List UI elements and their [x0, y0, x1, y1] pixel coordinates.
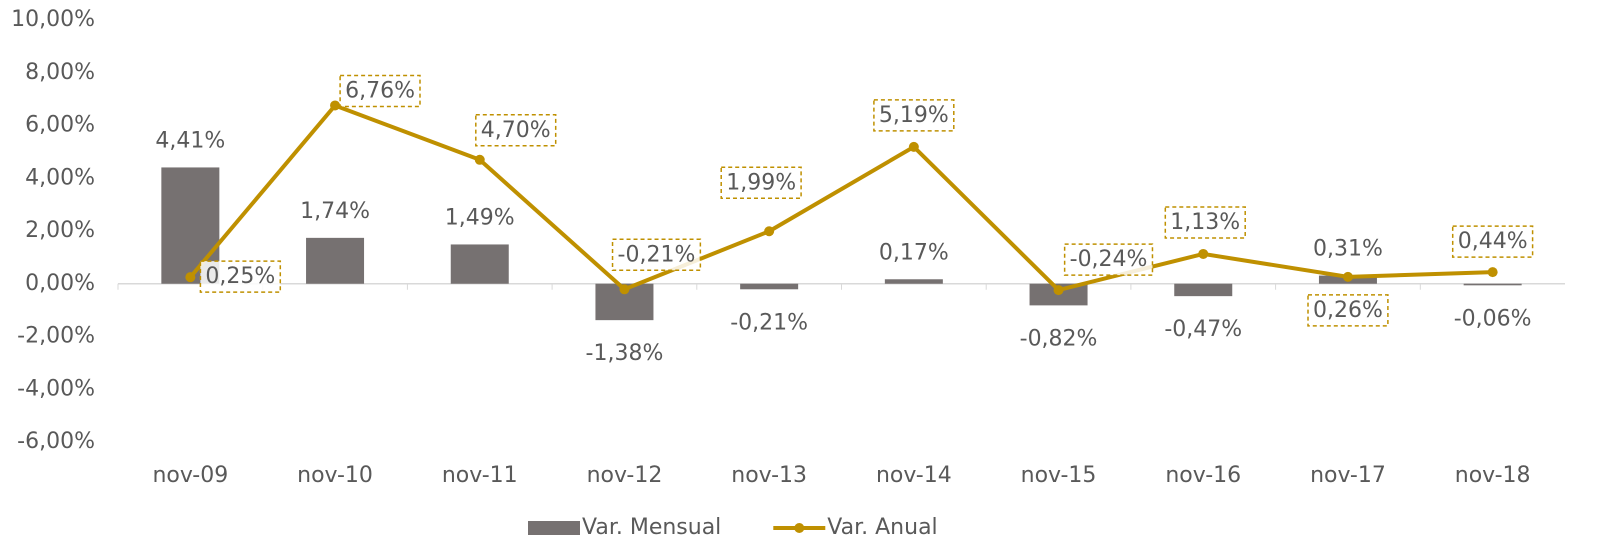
- bar-value-label: 1,49%: [445, 205, 515, 230]
- y-tick-label: 8,00%: [25, 60, 95, 85]
- x-tick-label: nov-16: [1165, 463, 1241, 488]
- line-point: [474, 154, 485, 165]
- label-box: [1063, 243, 1154, 276]
- x-tick-label: nov-14: [876, 463, 952, 488]
- legend-swatch: [528, 521, 580, 535]
- bar-value-label: -0,06%: [1454, 306, 1532, 331]
- label-box: [1451, 225, 1534, 258]
- line-value-label: 0,26%: [1313, 298, 1383, 323]
- bar-value-label: 4,41%: [155, 128, 225, 153]
- line-point: [619, 284, 630, 295]
- bar: [1174, 283, 1233, 297]
- line-value-label: 0,25%: [205, 264, 275, 289]
- bar: [450, 244, 509, 284]
- label-box: [720, 166, 802, 200]
- line-value-label: 1,13%: [1170, 210, 1240, 235]
- bar-value-label: -0,82%: [1020, 326, 1098, 351]
- legend-label: Var. Mensual: [582, 515, 721, 540]
- x-tick-label: nov-13: [731, 463, 807, 488]
- line-point: [330, 100, 341, 111]
- label-box: [1307, 294, 1389, 327]
- bar: [1463, 283, 1522, 286]
- bar-value-label: 0,17%: [879, 240, 949, 265]
- y-tick-label: 2,00%: [25, 218, 95, 243]
- bar-value-label: -0,47%: [1164, 317, 1242, 342]
- line-value-label: 4,70%: [481, 118, 551, 143]
- label-box: [199, 260, 282, 293]
- y-tick-label: 6,00%: [25, 113, 95, 138]
- line-value-label: 5,19%: [879, 103, 949, 128]
- bar-value-label: 0,31%: [1313, 237, 1383, 262]
- legend-label: Var. Anual: [827, 515, 937, 540]
- bar-value-label: -1,38%: [586, 341, 664, 366]
- line-point: [908, 141, 919, 152]
- line-point: [185, 272, 196, 283]
- legend-swatch: [794, 523, 805, 533]
- y-tick-label: -2,00%: [17, 324, 95, 349]
- label-box: [475, 114, 557, 147]
- x-tick-label: nov-12: [587, 463, 663, 488]
- x-tick-label: nov-15: [1021, 463, 1097, 488]
- line-point: [1342, 271, 1353, 282]
- y-tick-label: -6,00%: [17, 429, 95, 454]
- line-value-label: 6,76%: [345, 78, 415, 103]
- label-box: [339, 74, 421, 108]
- line-value-label: 1,99%: [726, 170, 796, 195]
- line-point: [1053, 285, 1064, 296]
- x-tick-label: nov-18: [1455, 463, 1531, 488]
- x-tick-label: nov-09: [152, 463, 228, 488]
- bar: [740, 283, 799, 290]
- line-value-label: -0,24%: [1070, 247, 1148, 272]
- y-tick-label: 0,00%: [25, 271, 95, 296]
- y-tick-label: 10,00%: [11, 7, 95, 32]
- bar-value-label: -0,21%: [730, 310, 808, 335]
- bar: [306, 237, 365, 284]
- label-box: [1164, 206, 1246, 239]
- x-tick-label: nov-10: [297, 463, 373, 488]
- line: [188, 103, 1493, 293]
- y-tick-label: 4,00%: [25, 165, 95, 190]
- y-tick-label: -4,00%: [17, 376, 95, 401]
- bar-value-label: 1,74%: [300, 199, 370, 224]
- line-point: [1198, 248, 1209, 259]
- x-tick-label: nov-11: [442, 463, 518, 488]
- line-point: [1487, 267, 1498, 278]
- x-tick-label: nov-17: [1310, 463, 1386, 488]
- line-value-label: 0,44%: [1458, 229, 1528, 254]
- bar: [884, 279, 943, 284]
- line-value-label: -0,21%: [618, 242, 696, 267]
- label-box: [611, 238, 702, 272]
- line-point: [764, 226, 775, 237]
- label-box: [873, 99, 955, 132]
